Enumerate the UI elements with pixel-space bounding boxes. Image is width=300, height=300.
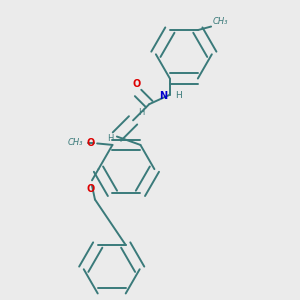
Text: N: N [159,91,167,101]
Text: O: O [132,80,140,89]
Text: O: O [86,184,94,194]
Text: H: H [138,108,145,117]
Text: O: O [86,138,95,148]
Text: CH₃: CH₃ [213,17,228,26]
Text: CH₃: CH₃ [68,138,83,147]
Text: H: H [175,92,182,100]
Text: H: H [107,134,113,143]
